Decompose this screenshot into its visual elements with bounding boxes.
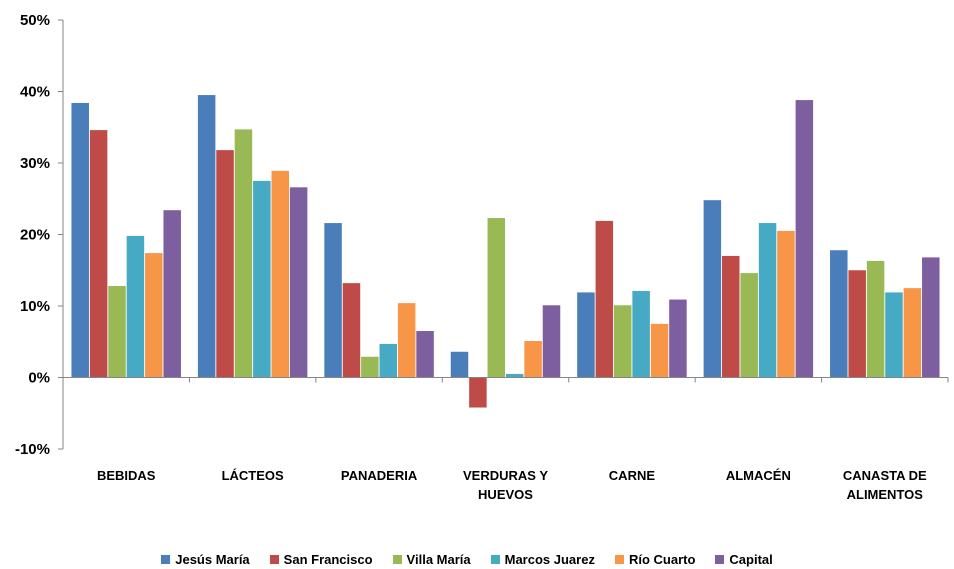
bar <box>361 356 379 378</box>
bar <box>866 260 885 378</box>
bar-chart: 50% 40% 30% 20% 10% 0% -10% BEBIDAS LÁCTEOS PANA… <box>15 12 949 502</box>
bar <box>722 255 740 378</box>
bar <box>922 257 940 378</box>
legend-swatch <box>269 554 279 564</box>
bar <box>613 305 632 378</box>
bar <box>197 95 216 378</box>
bar <box>234 129 253 378</box>
legend-label: Capital <box>729 551 773 567</box>
bars <box>71 95 940 408</box>
x-tick-label: VERDURAS Y <box>463 468 548 483</box>
bar <box>469 377 487 408</box>
bar <box>163 210 181 378</box>
y-tick-label: 20% <box>20 227 50 244</box>
x-tick-label: CANASTA DE <box>843 468 927 483</box>
bar <box>758 223 777 378</box>
legend-item: Río Cuarto <box>614 551 696 567</box>
bar <box>342 283 361 378</box>
bar <box>397 303 416 378</box>
y-tick-label: 0% <box>28 370 50 387</box>
legend: Jesús María San Francisco Villa María Marco… <box>0 549 954 569</box>
x-tick-label: ALIMENTOS <box>847 487 924 502</box>
bar <box>740 273 758 378</box>
y-axis: 50% 40% 30% 20% 10% 0% -10% <box>15 12 64 458</box>
x-tick-label: HUEVOS <box>478 487 533 502</box>
x-tick-label: LÁCTEOS <box>222 468 284 483</box>
x-tick-label: BEBIDAS <box>97 468 156 483</box>
bar <box>632 290 650 378</box>
legend-swatch <box>392 554 402 564</box>
legend-label: Río Cuarto <box>628 551 696 567</box>
bar <box>379 343 398 378</box>
bar <box>71 102 89 378</box>
legend-label: Marcos Juarez <box>504 551 595 567</box>
y-tick-label: 50% <box>20 12 50 29</box>
bar <box>324 223 342 378</box>
bar <box>848 270 866 378</box>
bar <box>669 299 687 378</box>
y-tick-label: 10% <box>20 298 50 315</box>
bar <box>289 187 308 378</box>
bar <box>795 100 814 378</box>
bar <box>903 288 922 378</box>
legend-swatch <box>715 554 725 564</box>
bar <box>595 220 614 378</box>
legend-label: San Francisco <box>283 551 373 567</box>
bar <box>253 180 271 378</box>
legend-swatch <box>614 554 624 564</box>
legend-item: Capital <box>715 551 773 567</box>
x-tick-label: CARNE <box>609 468 656 483</box>
x-axis: BEBIDAS LÁCTEOS PANADERIA VERDURAS Y HUEVOS C… <box>62 377 949 502</box>
legend-item: Marcos Juarez <box>490 551 595 567</box>
legend-item: Villa María <box>392 551 471 567</box>
x-tick-label: PANADERIA <box>341 468 418 483</box>
bar <box>89 130 108 378</box>
bar <box>487 218 506 378</box>
bar <box>416 331 434 378</box>
legend-item: San Francisco <box>269 551 373 567</box>
bar <box>126 235 145 378</box>
bar <box>577 292 595 378</box>
bar <box>830 250 848 378</box>
bar <box>145 253 163 378</box>
bar <box>885 292 903 378</box>
bar <box>650 323 669 378</box>
legend-swatch <box>490 554 500 564</box>
legend-swatch <box>161 554 171 564</box>
y-tick-label: -10% <box>15 441 50 458</box>
x-tick-label: ALMACÉN <box>726 468 791 483</box>
y-tick-label: 40% <box>20 84 50 101</box>
bar <box>505 373 524 378</box>
bar <box>524 341 542 378</box>
bar <box>703 200 722 378</box>
legend-label: Jesús María <box>175 551 250 567</box>
bar <box>450 351 469 378</box>
legend-label: Villa María <box>406 551 471 567</box>
bar <box>271 170 289 378</box>
y-tick-label: 30% <box>20 155 50 172</box>
bar <box>108 285 126 378</box>
bar <box>777 230 795 378</box>
bar <box>216 150 234 378</box>
bar <box>542 305 561 378</box>
legend-item: Jesús María <box>161 551 250 567</box>
